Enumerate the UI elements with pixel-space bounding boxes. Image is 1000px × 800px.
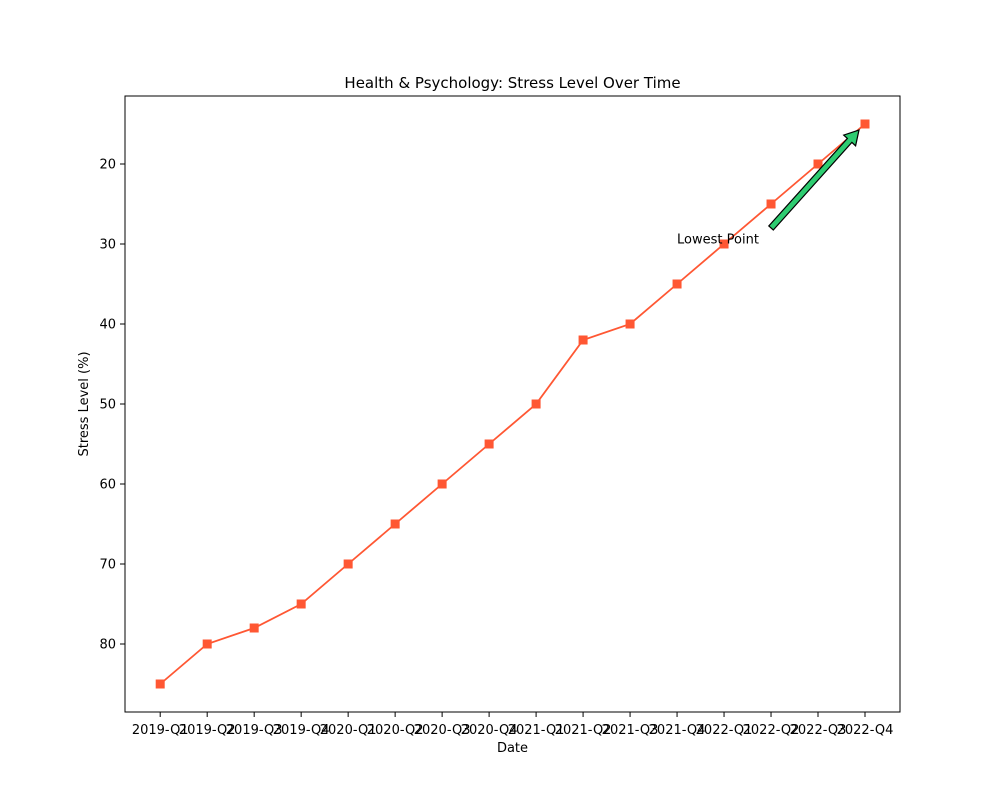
y-tick-label: 20: [99, 158, 116, 173]
x-tick-label: 2022-Q4: [837, 723, 894, 738]
x-tick-label: 2022-Q2: [743, 723, 800, 738]
chart-title: Health & Psychology: Stress Level Over T…: [344, 74, 680, 92]
series-line: [159, 123, 866, 685]
y-tick-label: 60: [99, 478, 116, 493]
y-tick-label: 80: [99, 638, 116, 653]
y-axis-label: Stress Level (%): [77, 351, 92, 456]
x-tick-label: 2022-Q3: [790, 723, 847, 738]
data-point-marker: [813, 159, 823, 169]
data-point-marker: [343, 559, 353, 569]
annotation-label: Lowest Point: [677, 233, 759, 248]
plot-frame: [124, 95, 901, 713]
data-point-marker: [390, 519, 400, 529]
data-point-marker: [155, 679, 165, 689]
x-axis-label: Date: [497, 741, 528, 756]
data-point-marker: [578, 335, 588, 345]
data-point-marker: [296, 599, 306, 609]
x-tick-label: 2021-Q2: [555, 723, 612, 738]
axis-ticks: 20 30 40 50 60 70 80 2019-Q12019-Q22019-Q32019-…: [99, 158, 893, 739]
data-point-marker: [437, 479, 447, 489]
data-point-marker: [484, 439, 494, 449]
x-tick-label: 2021-Q1: [508, 723, 565, 738]
x-tick-label: 2022-Q1: [696, 723, 753, 738]
x-tick-label: 2020-Q3: [414, 723, 471, 738]
x-tick-label: 2019-Q2: [179, 723, 236, 738]
x-tick-label: 2020-Q1: [320, 723, 377, 738]
data-point-marker: [625, 319, 635, 329]
x-tick-label: 2019-Q1: [132, 723, 189, 738]
data-point-marker: [249, 623, 259, 633]
data-point-marker: [202, 639, 212, 649]
x-tick-label: 2019-Q3: [226, 723, 283, 738]
data-point-marker: [672, 279, 682, 289]
x-tick-label: 2019-Q4: [273, 723, 330, 738]
data-series: [155, 119, 870, 689]
y-tick-label: 40: [99, 318, 116, 333]
data-point-marker: [766, 199, 776, 209]
x-tick-label: 2021-Q4: [649, 723, 706, 738]
data-point-marker: [860, 119, 870, 129]
y-tick-label: 50: [99, 398, 116, 413]
x-tick-label: 2021-Q3: [602, 723, 659, 738]
y-tick-label: 30: [99, 238, 116, 253]
x-tick-label: 2020-Q4: [461, 723, 518, 738]
data-point-marker: [719, 239, 729, 249]
x-tick-label: 2020-Q2: [367, 723, 424, 738]
annotation: Lowest Point: [677, 129, 860, 248]
annotation-arrow: [767, 129, 860, 231]
data-point-marker: [531, 399, 541, 409]
y-tick-label: 70: [99, 558, 116, 573]
